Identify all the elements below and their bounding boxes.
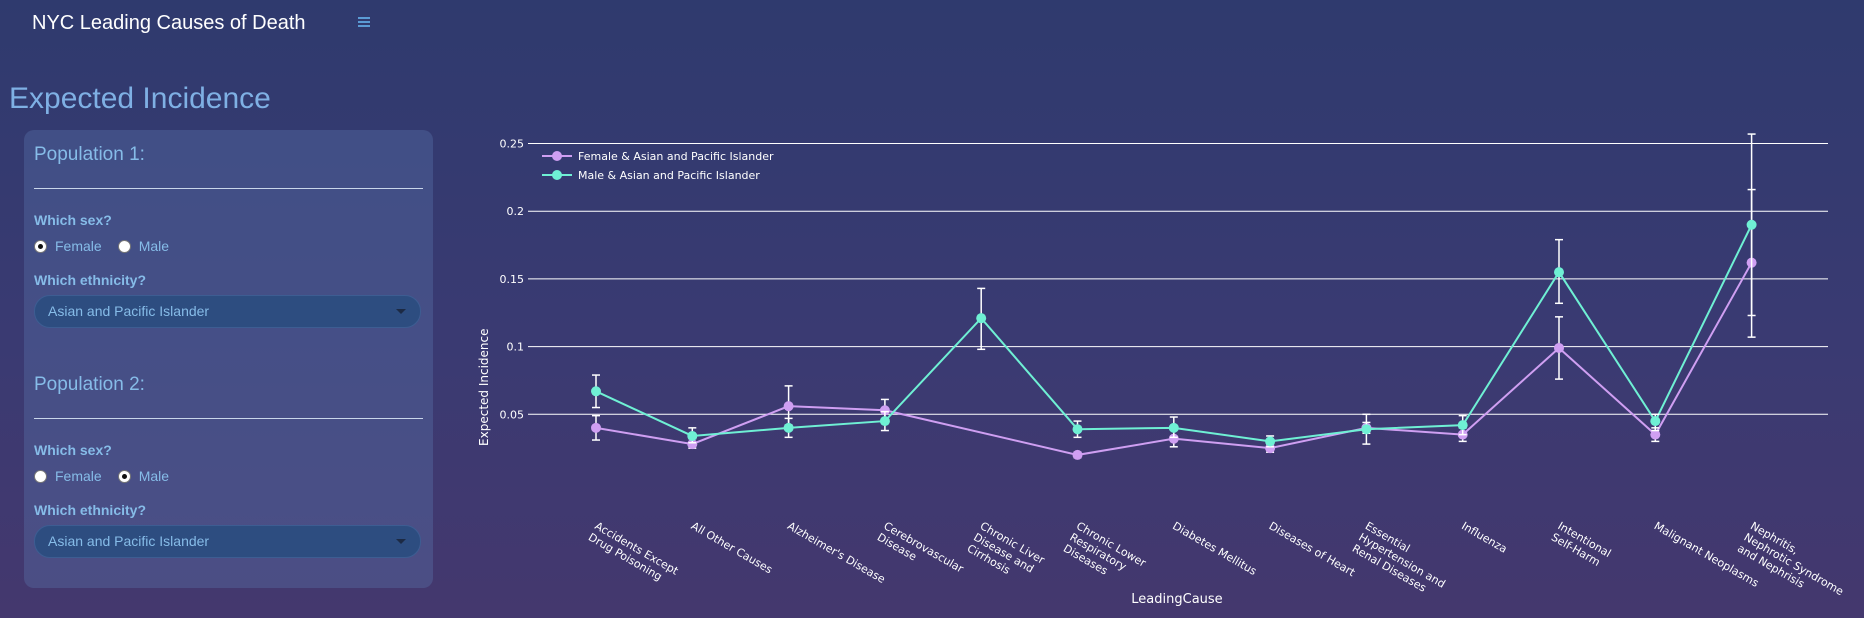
series-line xyxy=(595,224,1753,443)
population-1-ethnicity-select[interactable]: Asian and Pacific Islander xyxy=(34,295,421,328)
expected-incidence-chart: 0.05 0.1 0.15 0.2 0.25 Expected Incidence Lead… xyxy=(477,133,1852,609)
x-tick-label-line: Diseases of Heart xyxy=(1267,519,1358,579)
y-tick-label: 0.25 xyxy=(500,138,525,151)
x-tick-label: Diseases of Heart xyxy=(1267,519,1358,579)
y-tick-label: 0.15 xyxy=(500,273,525,286)
population-panel: Population 1: Which sex? Female Male Whi… xyxy=(24,130,433,588)
divider xyxy=(34,418,423,419)
series-line xyxy=(595,262,1753,456)
x-tick-label: Diabetes Mellitus xyxy=(1170,519,1259,578)
x-tick-label: IntentionalSelf-Harm xyxy=(1549,519,1613,571)
x-tick-label: Chronic LowerRespiratoryDiseases xyxy=(1061,519,1149,592)
legend-swatch-marker xyxy=(552,151,562,161)
legend-entry: Female & Asian and Pacific Islander xyxy=(578,150,774,163)
population-2-ethnicity-label: Which ethnicity? xyxy=(34,502,146,518)
radio-checked-icon[interactable] xyxy=(117,469,131,483)
population-1-sex-female-option[interactable]: Female xyxy=(34,238,102,254)
data-point xyxy=(783,401,794,412)
y-axis-label: Expected Incidence xyxy=(477,328,491,445)
radio-label: Male xyxy=(138,468,170,484)
data-point xyxy=(1650,416,1661,427)
population-2-sex-female-option[interactable]: Female xyxy=(34,468,102,484)
radio-unchecked-icon[interactable] xyxy=(117,239,131,253)
app-title: NYC Leading Causes of Death xyxy=(32,12,306,34)
data-point xyxy=(976,313,987,324)
data-point xyxy=(879,416,890,427)
x-tick-label-line: Influenza xyxy=(1459,519,1509,555)
population-1-sex-radio-group: Female Male xyxy=(34,237,185,255)
population-1-heading: Population 1: xyxy=(34,144,145,165)
top-bar: NYC Leading Causes of Death xyxy=(0,0,1864,48)
x-tick-label: EssentialHypertension andRenal Diseases xyxy=(1350,519,1454,602)
caret-down-icon xyxy=(396,309,406,314)
legend-swatch-marker xyxy=(552,170,562,180)
data-point xyxy=(687,439,698,450)
x-tick-label: Accidents ExceptDrug Poisoning xyxy=(586,519,681,589)
y-tick-label: 0.05 xyxy=(500,408,525,421)
x-tick-label: All Other Causes xyxy=(689,519,775,576)
data-point xyxy=(1265,436,1276,447)
population-2-sex-label: Which sex? xyxy=(34,442,112,458)
data-point xyxy=(1072,424,1083,435)
data-point xyxy=(1168,433,1179,444)
data-point xyxy=(687,430,698,441)
caret-down-icon xyxy=(396,539,406,544)
radio-label: Male xyxy=(138,238,170,254)
x-tick-label: Influenza xyxy=(1459,519,1509,555)
population-2-ethnicity-select[interactable]: Asian and Pacific Islander xyxy=(34,525,421,558)
x-tick-label-line: All Other Causes xyxy=(689,519,775,576)
data-point xyxy=(1650,429,1661,440)
y-tick-label: 0.2 xyxy=(507,205,525,218)
population-2-heading: Population 2: xyxy=(34,374,145,395)
x-tick-label-line: Alzheimer's Disease xyxy=(785,519,888,586)
radio-label: Female xyxy=(55,468,102,484)
page-title: Expected Incidence xyxy=(9,82,271,115)
x-tick-label: Alzheimer's Disease xyxy=(785,519,888,586)
select-value: Asian and Pacific Islander xyxy=(48,303,210,319)
data-point xyxy=(591,422,601,433)
divider xyxy=(34,188,423,189)
x-tick-label: Nephritis,Nephrotic Syndromeand Nephrisi… xyxy=(1735,519,1852,609)
hamburger-menu-icon[interactable] xyxy=(356,14,372,30)
data-point xyxy=(1554,267,1564,278)
x-tick-label: CerebrovascularDisease xyxy=(875,519,966,587)
data-point xyxy=(783,422,794,433)
data-point xyxy=(879,405,890,416)
radio-label: Female xyxy=(55,238,102,254)
data-point xyxy=(1746,219,1757,230)
population-1-sex-male-option[interactable]: Male xyxy=(117,238,170,254)
population-2-sex-radio-group: Female Male xyxy=(34,467,185,485)
x-axis-label: LeadingCause xyxy=(1131,592,1222,607)
population-2-sex-male-option[interactable]: Male xyxy=(117,468,170,484)
radio-unchecked-icon[interactable] xyxy=(34,469,47,483)
population-1-sex-label: Which sex? xyxy=(34,212,112,228)
y-tick-label: 0.1 xyxy=(507,341,525,354)
radio-checked-icon[interactable] xyxy=(34,239,47,253)
select-value: Asian and Pacific Islander xyxy=(48,533,210,549)
x-tick-label: Chronic LiverDisease andCirrhosis xyxy=(965,519,1047,589)
data-point xyxy=(1554,342,1564,353)
legend-entry: Male & Asian and Pacific Islander xyxy=(578,169,760,182)
data-point xyxy=(1072,449,1083,460)
population-1-ethnicity-label: Which ethnicity? xyxy=(34,272,146,288)
data-point xyxy=(591,386,601,397)
x-tick-label-line: Diabetes Mellitus xyxy=(1170,519,1259,578)
data-point xyxy=(1457,420,1468,431)
data-point xyxy=(1168,422,1179,433)
data-point xyxy=(1361,424,1372,435)
